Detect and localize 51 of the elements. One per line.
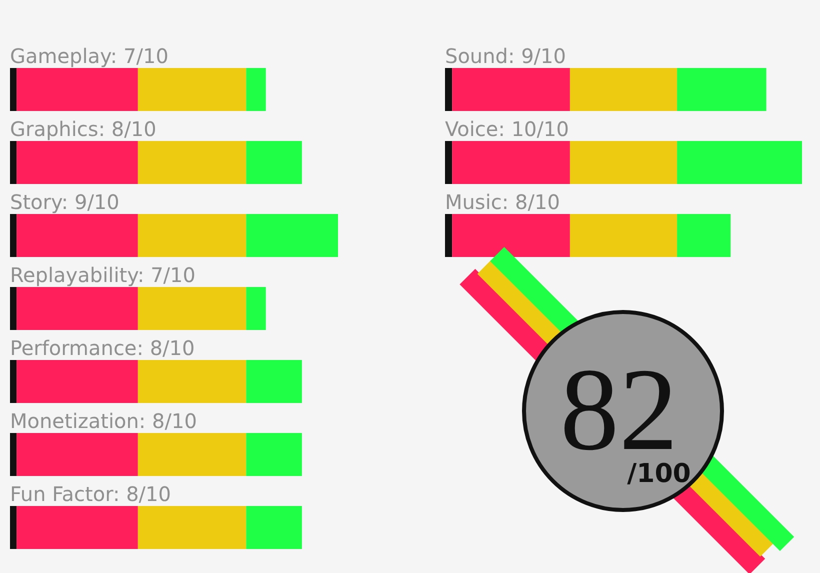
bar [16,360,138,403]
bar [452,68,570,111]
bar [246,287,266,330]
bar [138,506,246,549]
bar [246,141,302,184]
bar [16,287,138,330]
bar [16,68,138,111]
bar [10,68,17,111]
bar [138,214,246,257]
bar [138,68,246,111]
bar [570,68,678,111]
bar [16,433,138,476]
bar [10,214,17,257]
bar [677,68,766,111]
bar [570,141,678,184]
y-tick-label: Gameplay: 7/10 [10,44,168,68]
bar [246,68,266,111]
bar [246,433,302,476]
bar [570,214,678,257]
bar [138,287,246,330]
bar [246,506,302,549]
bar [452,214,570,257]
bar [10,360,17,403]
bar [445,141,452,184]
bar [445,214,452,257]
y-tick-label: Replayability: 7/10 [10,263,196,287]
bar [16,141,138,184]
y-tick-label: Graphics: 8/10 [10,117,156,141]
y-tick-label: Sound: 9/10 [445,44,566,68]
y-tick-label: Monetization: 8/10 [10,409,197,433]
bar [16,506,138,549]
bar [246,214,338,257]
bar [10,433,17,476]
bar [138,141,246,184]
bar [246,360,302,403]
bar [10,506,17,549]
bar [677,214,731,257]
bar [16,214,138,257]
y-tick-label: Voice: 10/10 [445,117,569,141]
y-tick-label: Fun Factor: 8/10 [10,482,171,506]
bar [10,141,17,184]
bar [445,68,452,111]
y-tick-label: Music: 8/10 [445,190,560,214]
bar [138,433,246,476]
bar [452,141,570,184]
text: /100 [627,459,691,489]
bar [138,360,246,403]
bar [677,141,802,184]
bar [10,287,17,330]
y-tick-label: Performance: 8/10 [10,336,195,360]
y-tick-label: Story: 9/10 [10,190,120,214]
